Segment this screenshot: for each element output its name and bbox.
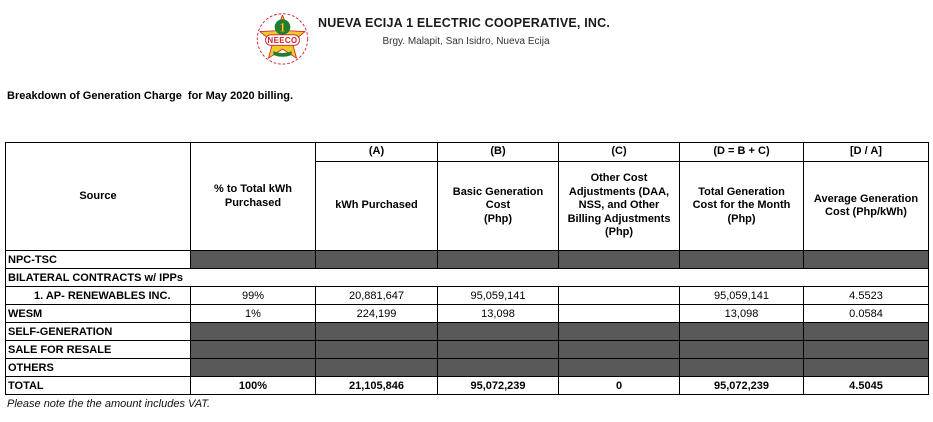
col-header-basic-generation-cost: Basic Generation Cost (Php)	[437, 161, 559, 251]
shaded-cell	[558, 250, 680, 269]
table-row-bilateral-contracts: BILATERAL CONTRACTS w/ IPPs	[5, 268, 929, 287]
vat-note: Please note the the amount includes VAT.	[7, 398, 211, 410]
shaded-cell	[315, 322, 438, 341]
col-letter-b: (B)	[437, 142, 559, 162]
basic-cost-cell: 95,072,239	[437, 376, 559, 395]
shaded-cell	[437, 340, 559, 359]
report-title: Breakdown of Generation Charge for May 2…	[7, 90, 294, 102]
svg-text:1: 1	[279, 21, 285, 35]
adjustments-cell	[558, 286, 680, 305]
neeco-logo-icon: 1 NEECO	[255, 10, 310, 66]
col-letter-d: (D = B + C)	[679, 142, 804, 162]
total-cost-cell: 95,059,141	[679, 286, 804, 305]
row-label: 1. AP- RENEWABLES INC.	[5, 286, 191, 305]
shaded-cell	[315, 340, 438, 359]
col-header-average-generation-cost: Average Generation Cost (Php/kWh)	[803, 161, 929, 251]
percent-cell: 100%	[190, 376, 316, 395]
shaded-cell	[437, 250, 559, 269]
section-label: BILATERAL CONTRACTS w/ IPPs	[5, 268, 929, 287]
shaded-cell	[803, 340, 929, 359]
shaded-cell	[437, 322, 559, 341]
percent-cell: 99%	[190, 286, 316, 305]
col-letter-c: (C)	[558, 142, 680, 162]
percent-cell: 1%	[190, 304, 316, 323]
shaded-cell	[315, 358, 438, 377]
org-name: NUEVA ECIJA 1 ELECTRIC COOPERATIVE, INC.	[318, 16, 611, 30]
letterhead: NUEVA ECIJA 1 ELECTRIC COOPERATIVE, INC.…	[318, 16, 618, 47]
col-header-total-generation-cost: Total Generation Cost for the Month (Php…	[679, 161, 804, 251]
average-cost-cell: 4.5523	[803, 286, 929, 305]
shaded-cell	[679, 340, 804, 359]
col-letter-a: (A)	[315, 142, 438, 162]
kwh-purchased-cell: 21,105,846	[315, 376, 438, 395]
table-letter-row: Source % to Total kWh Purchased (A) (B) …	[5, 142, 929, 251]
col-header-kwh-purchased: kWh Purchased	[315, 161, 438, 251]
adjustments-cell: 0	[558, 376, 680, 395]
shaded-cell	[803, 358, 929, 377]
basic-cost-cell: 95,059,141	[437, 286, 559, 305]
table-row-others: OTHERS	[5, 358, 929, 377]
table-row-sale-for-resale: SALE FOR RESALE	[5, 340, 929, 359]
shaded-cell	[558, 322, 680, 341]
row-label: OTHERS	[5, 358, 191, 377]
basic-cost-cell: 13,098	[437, 304, 559, 323]
col-header-other-cost-adjustments: Other Cost Adjustments (DAA, NSS, and Ot…	[558, 161, 680, 251]
shaded-cell	[679, 250, 804, 269]
table-row-total: TOTAL 100% 21,105,846 95,072,239 0 95,07…	[5, 376, 929, 395]
shaded-cell	[190, 250, 316, 269]
shaded-cell	[437, 358, 559, 377]
kwh-purchased-cell: 20,881,647	[315, 286, 438, 305]
shaded-cell	[558, 340, 680, 359]
org-address: Brgy. Malapit, San Isidro, Nueva Ecija	[382, 36, 550, 47]
col-header-source: Source	[5, 142, 191, 251]
average-cost-cell: 0.0584	[803, 304, 929, 323]
row-label: WESM	[5, 304, 191, 323]
average-cost-cell: 4.5045	[803, 376, 929, 395]
adjustments-cell	[558, 304, 680, 323]
shaded-cell	[190, 322, 316, 341]
table-row-npc-tsc: NPC-TSC	[5, 250, 929, 269]
total-cost-cell: 95,072,239	[679, 376, 804, 395]
table-row-ap-renewables: 1. AP- RENEWABLES INC. 99% 20,881,647 95…	[5, 286, 929, 305]
shaded-cell	[190, 358, 316, 377]
row-label: SELF-GENERATION	[5, 322, 191, 341]
shaded-cell	[315, 250, 438, 269]
row-label: NPC-TSC	[5, 250, 191, 269]
shaded-cell	[679, 322, 804, 341]
shaded-cell	[558, 358, 680, 377]
shaded-cell	[190, 340, 316, 359]
table-row-wesm: WESM 1% 224,199 13,098 13,098 0.0584	[5, 304, 929, 323]
table-row-self-generation: SELF-GENERATION	[5, 322, 929, 341]
table-header-row: kWh Purchased Basic Generation Cost (Php…	[6, 161, 929, 251]
total-cost-cell: 13,098	[679, 304, 804, 323]
col-letter-d-over-a: [D / A]	[803, 142, 929, 162]
shaded-cell	[803, 250, 929, 269]
shaded-cell	[803, 322, 929, 341]
svg-text:NEECO: NEECO	[268, 36, 298, 45]
col-header-percent-kwh: % to Total kWh Purchased	[190, 142, 316, 251]
row-label: SALE FOR RESALE	[5, 340, 191, 359]
generation-charge-table: Source % to Total kWh Purchased (A) (B) …	[5, 142, 929, 395]
shaded-cell	[679, 358, 804, 377]
kwh-purchased-cell: 224,199	[315, 304, 438, 323]
row-label: TOTAL	[5, 376, 191, 395]
